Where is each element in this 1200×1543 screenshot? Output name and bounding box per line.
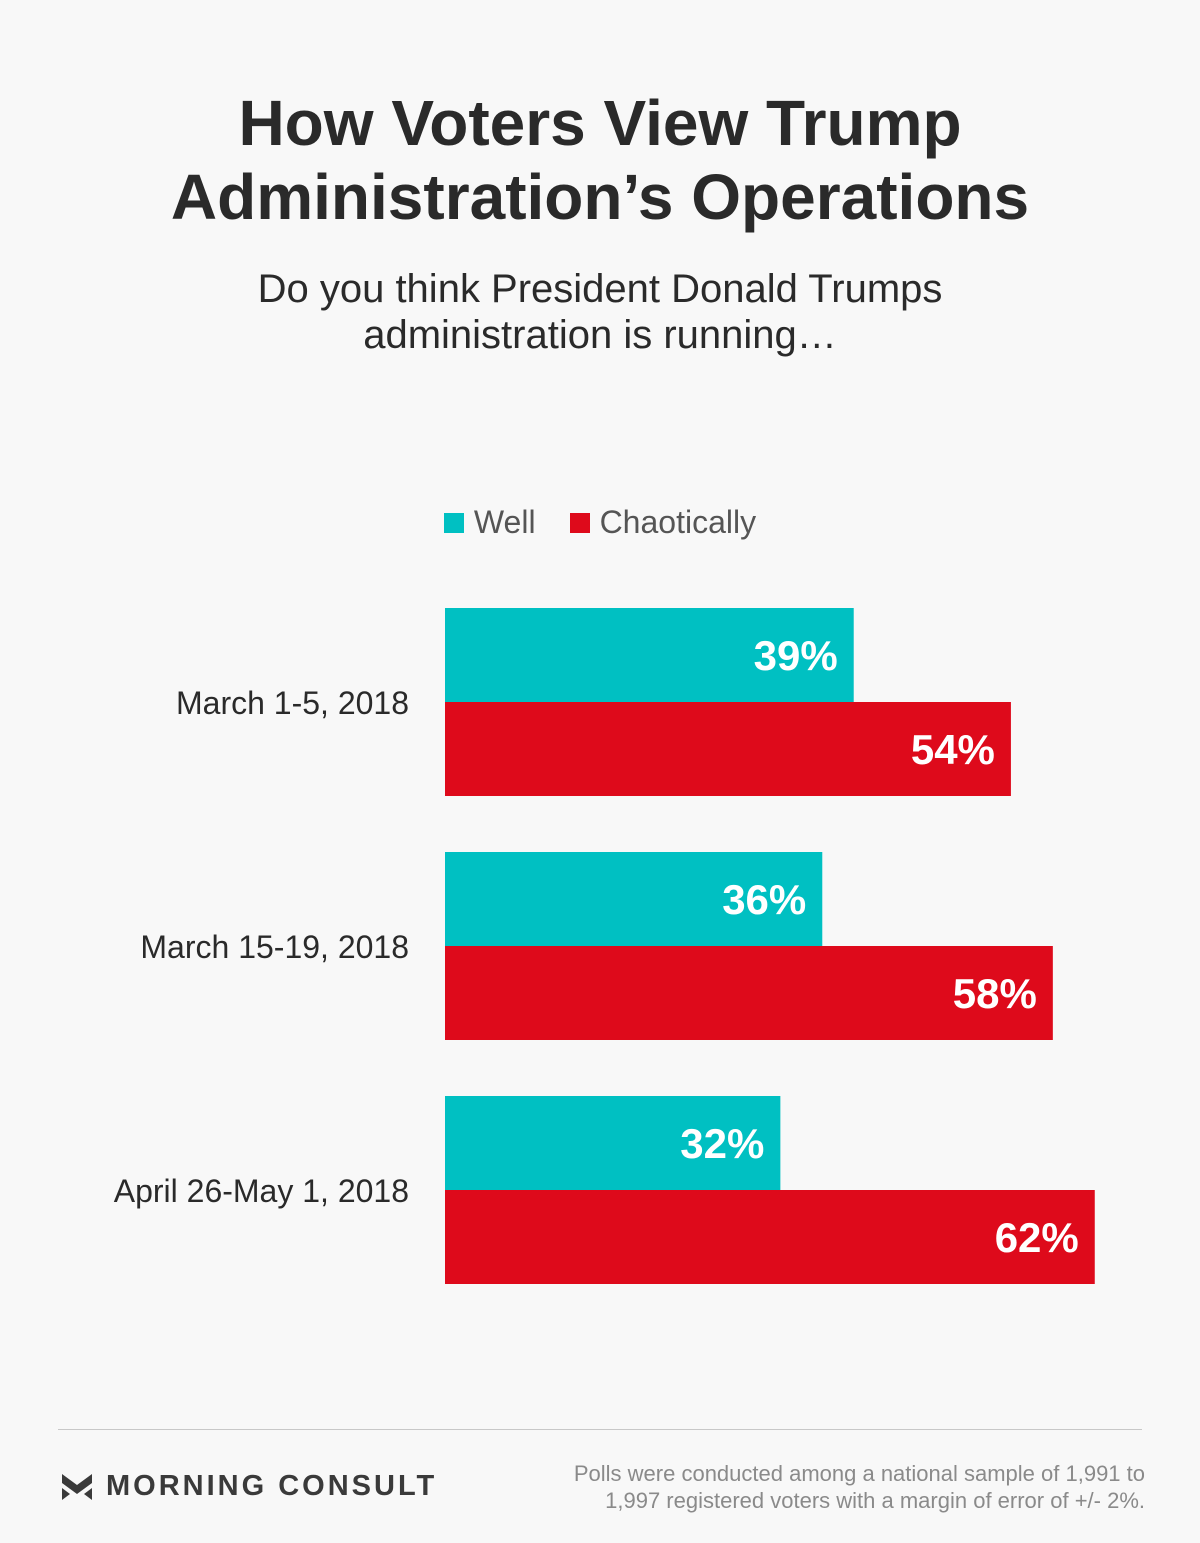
bar-chaotically-1 — [445, 702, 1011, 796]
category-label-2: March 15-19, 2018 — [140, 929, 409, 965]
category-label-1: March 1-5, 2018 — [176, 685, 409, 721]
bar-well-3 — [445, 1096, 781, 1190]
legend-label-well: Well — [473, 504, 536, 540]
bar-well-2 — [445, 852, 823, 946]
methodology-note-line-1: Polls were conducted among a national sa… — [573, 1461, 1145, 1486]
bar-label-well-2: 36% — [722, 876, 806, 923]
legend-swatch-chaotically — [569, 512, 590, 533]
chart-title-line-1: How Voters View Trump — [238, 87, 962, 159]
legend-item-well: Well — [443, 504, 536, 541]
bar-label-chaotically-2: 58% — [953, 970, 1037, 1017]
methodology-note: Polls were conducted among a national sa… — [574, 1460, 1145, 1514]
brand-logo: MORNING CONSULT — [62, 1470, 437, 1503]
category-label-3: April 26-May 1, 2018 — [114, 1173, 409, 1209]
chart-legend: Well Chaotically — [0, 504, 1200, 541]
morning-consult-chevron-icon — [62, 1473, 92, 1500]
bar-chaotically-2 — [445, 946, 1053, 1040]
bar-label-well-1: 39% — [754, 632, 838, 679]
bar-chaotically-3 — [445, 1190, 1095, 1284]
chart-subtitle-line-2: administration is running… — [363, 313, 837, 357]
legend-swatch-well — [443, 512, 464, 533]
chart-subtitle: Do you think President Donald Trumps adm… — [0, 266, 1200, 358]
bar-label-chaotically-3: 62% — [995, 1214, 1079, 1261]
brand-name: MORNING CONSULT — [106, 1470, 438, 1502]
bar-label-well-3: 32% — [680, 1120, 764, 1167]
bar-well-1 — [445, 608, 854, 702]
methodology-note-line-2: 1,997 registered voters with a margin of… — [605, 1488, 1145, 1513]
legend-label-chaotically: Chaotically — [599, 504, 757, 540]
footer-divider — [58, 1429, 1142, 1430]
chart-title: How Voters View Trump Administration’s O… — [0, 86, 1200, 234]
chart-subtitle-line-1: Do you think President Donald Trumps — [257, 267, 943, 311]
bar-label-chaotically-1: 54% — [911, 726, 995, 773]
chart-title-line-2: Administration’s Operations — [170, 161, 1030, 233]
legend-item-chaotically: Chaotically — [569, 504, 757, 541]
bar-chart: March 1-5, 2018 39% 54% March 15-19, 2018 36… — [114, 608, 1095, 1284]
